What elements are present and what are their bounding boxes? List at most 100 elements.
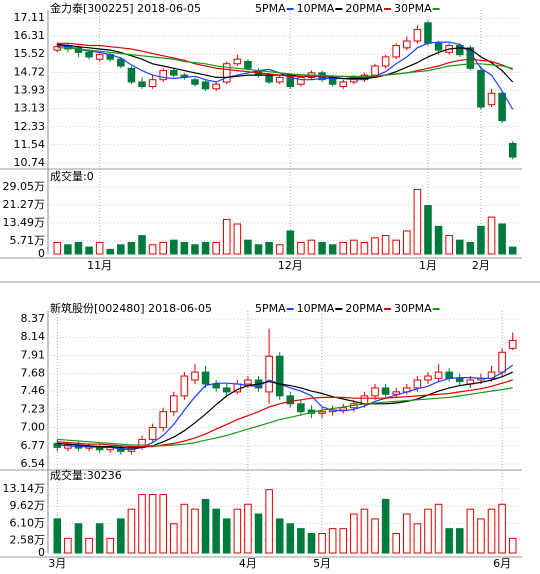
volume-tick-label: 6.10万 xyxy=(10,516,46,529)
x-tick-label: 2月 xyxy=(472,259,490,272)
candle-body xyxy=(392,45,400,58)
volume-bar xyxy=(85,537,93,554)
volume-bar xyxy=(371,237,379,255)
candle-body xyxy=(434,42,443,51)
volume-tick-label: 13.49万 xyxy=(3,216,46,229)
candle-body xyxy=(381,387,390,395)
candle-body xyxy=(286,395,295,405)
moving-average-line xyxy=(57,42,513,78)
y-tick-label: 7.23 xyxy=(21,402,46,415)
candle-body xyxy=(424,22,432,44)
candle-body xyxy=(138,81,146,88)
volume-bar xyxy=(445,235,453,255)
legend-label: 30PMA xyxy=(394,2,432,15)
volume-bar xyxy=(180,503,189,554)
candle-body xyxy=(455,377,464,383)
volume-tick-label: 29.05万 xyxy=(3,180,46,193)
volume-bar xyxy=(170,239,178,255)
moving-average-line xyxy=(57,387,513,447)
candle-body xyxy=(212,83,220,90)
candle-body xyxy=(498,351,506,373)
volume-bar xyxy=(318,533,326,554)
volume-bar xyxy=(413,188,422,255)
volume-tick-label: 9.62万 xyxy=(10,499,46,512)
volume-bar xyxy=(350,239,358,255)
volume-bar xyxy=(265,241,273,255)
volume-bar xyxy=(95,523,104,554)
volume-bar xyxy=(477,518,485,554)
y-tick-label: 10.74 xyxy=(14,156,46,169)
y-tick-label: 7.91 xyxy=(21,348,46,361)
candle-body xyxy=(244,379,252,385)
y-tick-label: 6.54 xyxy=(21,457,46,470)
legend-label: 20PMA xyxy=(345,2,383,15)
volume-bar xyxy=(275,244,284,255)
volume-bar xyxy=(307,239,316,255)
volume-bar xyxy=(413,523,422,554)
volume-tick-label: 21.27万 xyxy=(3,198,46,211)
volume-bar xyxy=(254,244,263,255)
volume-tick-label: 0 xyxy=(38,546,45,559)
volume-bar xyxy=(138,235,146,255)
volume-bar xyxy=(371,518,379,554)
y-tick-label: 8.37 xyxy=(21,312,46,325)
volume-bar xyxy=(106,537,115,554)
volume-tick-label: 2.58万 xyxy=(10,533,46,546)
legend-label: 5PMA xyxy=(255,302,286,315)
candle-body xyxy=(508,142,517,158)
volume-bar xyxy=(466,508,475,554)
candle-body xyxy=(371,387,379,397)
y-tick-label: 13.13 xyxy=(14,102,46,115)
volume-bar xyxy=(424,205,432,255)
volume-bar xyxy=(403,230,411,255)
volume-bar xyxy=(286,523,295,554)
x-tick-label: 5月 xyxy=(313,557,331,570)
candle-body xyxy=(413,379,422,389)
x-tick-label: 11月 xyxy=(87,259,112,272)
candle-body xyxy=(148,427,157,440)
volume-bar xyxy=(434,503,443,554)
candle-body xyxy=(339,407,348,411)
candle-body xyxy=(127,67,136,83)
candle-body xyxy=(212,383,220,389)
candle-body xyxy=(117,58,125,67)
candle-body xyxy=(170,70,178,76)
candle-body xyxy=(85,51,93,58)
x-tick-label: 1月 xyxy=(419,259,437,272)
legend-label: 20PMA xyxy=(345,302,383,315)
legend-label: 5PMA xyxy=(255,2,286,15)
volume-title: 成交量:0 xyxy=(50,169,94,183)
y-tick-label: 8.14 xyxy=(21,330,46,343)
legend-label: 10PMA xyxy=(297,302,335,315)
volume-bar xyxy=(170,523,178,554)
candle-body xyxy=(148,79,157,88)
volume-bar xyxy=(381,235,390,255)
candle-body xyxy=(222,63,231,83)
volume-bar xyxy=(127,508,136,554)
volume-bar xyxy=(74,241,83,255)
volume-bar xyxy=(487,216,496,255)
candle-body xyxy=(297,403,305,413)
volume-bar xyxy=(117,518,125,554)
volume-tick-label: 13.14万 xyxy=(3,482,46,495)
candle-body xyxy=(445,371,453,379)
volume-bar xyxy=(191,508,199,554)
candle-body xyxy=(201,81,210,90)
y-tick-label: 11.54 xyxy=(14,138,46,151)
y-tick-label: 13.93 xyxy=(14,83,46,96)
volume-bar xyxy=(222,218,231,255)
candle-body xyxy=(360,395,369,405)
volume-bar xyxy=(201,241,210,255)
chart-title: 金力泰[300225] 2018-06-05 xyxy=(50,1,201,15)
candle-body xyxy=(455,45,464,56)
candle-body xyxy=(403,40,411,49)
volume-bar xyxy=(117,244,125,255)
volume-bar xyxy=(339,241,348,255)
candle-body xyxy=(318,411,326,414)
legend-label: 10PMA xyxy=(297,2,335,15)
volume-bar xyxy=(434,225,443,255)
candle-body xyxy=(508,339,517,349)
volume-bar xyxy=(159,494,167,554)
moving-average-line xyxy=(57,379,513,448)
volume-bar xyxy=(339,528,348,554)
